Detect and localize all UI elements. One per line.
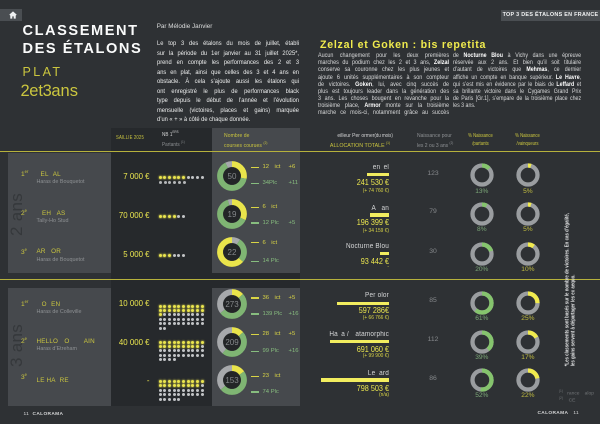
- svg-text:19: 19: [228, 210, 237, 219]
- svg-text:50: 50: [228, 172, 237, 181]
- svg-text:22: 22: [228, 248, 237, 257]
- svg-text:153: 153: [226, 376, 240, 385]
- svg-text:209: 209: [226, 337, 240, 346]
- svg-text:273: 273: [226, 300, 240, 309]
